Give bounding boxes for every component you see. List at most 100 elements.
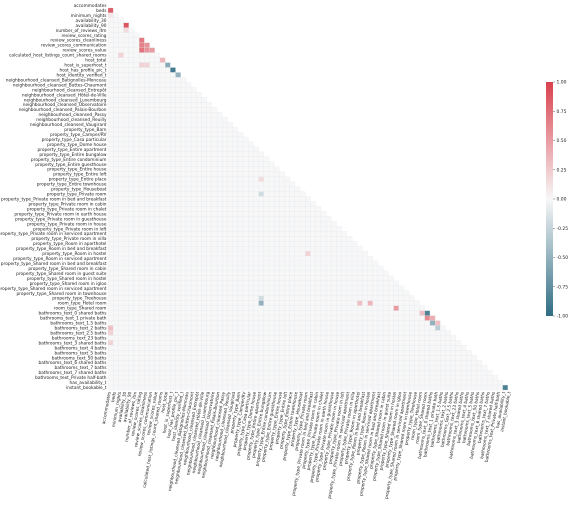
heatmap-cell bbox=[263, 290, 270, 296]
heatmap-cell bbox=[227, 126, 233, 133]
heatmap-cell bbox=[196, 186, 202, 192]
heatmap-cell bbox=[128, 32, 135, 38]
heatmap-cell bbox=[133, 211, 140, 217]
heatmap-cell bbox=[362, 315, 368, 321]
heatmap-cell bbox=[107, 126, 114, 133]
heatmap-cell bbox=[118, 116, 124, 123]
heatmap-cell bbox=[450, 350, 457, 356]
heatmap-cell bbox=[118, 245, 124, 252]
heatmap-cell bbox=[175, 325, 181, 331]
heatmap-cell bbox=[185, 201, 192, 207]
heatmap-cell bbox=[107, 255, 114, 262]
heatmap-cell bbox=[107, 241, 114, 247]
heatmap-cell bbox=[113, 82, 119, 88]
heatmap-cell bbox=[258, 176, 264, 182]
heatmap-cell bbox=[310, 365, 316, 371]
y-tick-label: property_type_Private room in chalet bbox=[27, 206, 107, 212]
heatmap-cell bbox=[263, 320, 270, 326]
heatmap-cell bbox=[248, 206, 254, 212]
heatmap-cell bbox=[144, 92, 150, 98]
heatmap-cell bbox=[289, 350, 296, 356]
heatmap-cell bbox=[227, 151, 233, 157]
heatmap-cell bbox=[144, 226, 150, 232]
heatmap-cell bbox=[123, 57, 129, 63]
heatmap-cell bbox=[253, 191, 259, 197]
heatmap-cell bbox=[253, 245, 259, 252]
heatmap-cell bbox=[123, 295, 129, 301]
heatmap-cell bbox=[216, 201, 223, 207]
heatmap-cell bbox=[154, 131, 161, 138]
heatmap-cell bbox=[253, 231, 259, 237]
heatmap-cell bbox=[325, 260, 332, 267]
y-tick-labels: accommodatesbedsminimum_nightsavailabili… bbox=[0, 3, 107, 391]
heatmap-cell bbox=[118, 325, 124, 331]
heatmap-cell bbox=[139, 82, 145, 88]
heatmap-cell bbox=[185, 236, 192, 242]
y-tick-label: property_type_Room in aparthotel bbox=[33, 241, 107, 247]
heatmap-cell bbox=[118, 77, 124, 83]
heatmap-cell bbox=[268, 191, 275, 197]
heatmap-cell bbox=[331, 231, 337, 237]
heatmap-cell bbox=[388, 355, 394, 361]
heatmap-cell bbox=[232, 206, 238, 212]
heatmap-cell bbox=[190, 345, 197, 351]
heatmap-cell bbox=[383, 290, 389, 296]
heatmap-cell bbox=[346, 280, 353, 286]
heatmap-cell bbox=[159, 77, 166, 83]
heatmap-cell bbox=[149, 285, 155, 291]
heatmap-cell bbox=[289, 196, 296, 202]
colorbar-tick-label: -0.75 bbox=[557, 284, 569, 290]
heatmap-cell bbox=[227, 146, 233, 153]
heatmap-cell bbox=[320, 245, 327, 252]
heatmap-cell bbox=[253, 260, 259, 267]
heatmap-cell bbox=[164, 191, 171, 197]
heatmap-cell bbox=[393, 305, 399, 311]
heatmap-cell bbox=[263, 315, 270, 321]
y-tick-label: beds bbox=[96, 8, 107, 14]
heatmap-cell bbox=[299, 250, 306, 257]
heatmap-cell bbox=[227, 305, 233, 311]
heatmap-cell bbox=[222, 370, 228, 376]
heatmap-cell bbox=[107, 121, 114, 128]
heatmap-cell bbox=[139, 107, 145, 113]
heatmap-cell bbox=[159, 57, 166, 63]
heatmap-cell bbox=[393, 295, 399, 301]
heatmap-cell bbox=[248, 241, 254, 247]
heatmap-cell bbox=[289, 285, 296, 291]
heatmap-cell bbox=[123, 245, 129, 252]
heatmap-cell bbox=[357, 360, 363, 366]
heatmap-cell bbox=[289, 325, 296, 331]
heatmap-cell bbox=[310, 231, 316, 237]
heatmap-cell bbox=[357, 379, 363, 386]
heatmap-cell bbox=[118, 379, 124, 386]
heatmap-cell bbox=[201, 260, 207, 267]
heatmap-cell bbox=[170, 270, 176, 277]
heatmap-cell bbox=[289, 236, 296, 242]
heatmap-cell bbox=[393, 370, 399, 376]
heatmap-cell bbox=[268, 355, 275, 361]
heatmap-cell bbox=[315, 345, 322, 351]
heatmap-cell bbox=[253, 265, 259, 272]
heatmap-cell bbox=[310, 221, 316, 227]
heatmap-cell bbox=[139, 112, 145, 118]
heatmap-cell bbox=[175, 305, 181, 311]
heatmap-cell bbox=[242, 151, 249, 157]
heatmap-cell bbox=[222, 374, 228, 381]
heatmap-cell bbox=[388, 275, 394, 282]
heatmap-cell bbox=[253, 335, 259, 341]
heatmap-cell bbox=[144, 384, 150, 391]
heatmap-cell bbox=[107, 186, 114, 192]
heatmap-cell bbox=[206, 176, 213, 182]
heatmap-cell bbox=[133, 57, 140, 63]
heatmap-cell bbox=[232, 255, 238, 262]
heatmap-cell bbox=[201, 305, 207, 311]
heatmap-cell bbox=[154, 374, 161, 381]
heatmap-cell bbox=[268, 370, 275, 376]
heatmap-cell bbox=[393, 300, 399, 306]
heatmap-cell bbox=[206, 156, 213, 162]
heatmap-cell bbox=[294, 310, 301, 316]
heatmap-cell bbox=[159, 161, 166, 167]
heatmap-cell bbox=[377, 384, 384, 391]
heatmap-cell bbox=[248, 320, 254, 326]
heatmap-cell bbox=[393, 280, 399, 286]
